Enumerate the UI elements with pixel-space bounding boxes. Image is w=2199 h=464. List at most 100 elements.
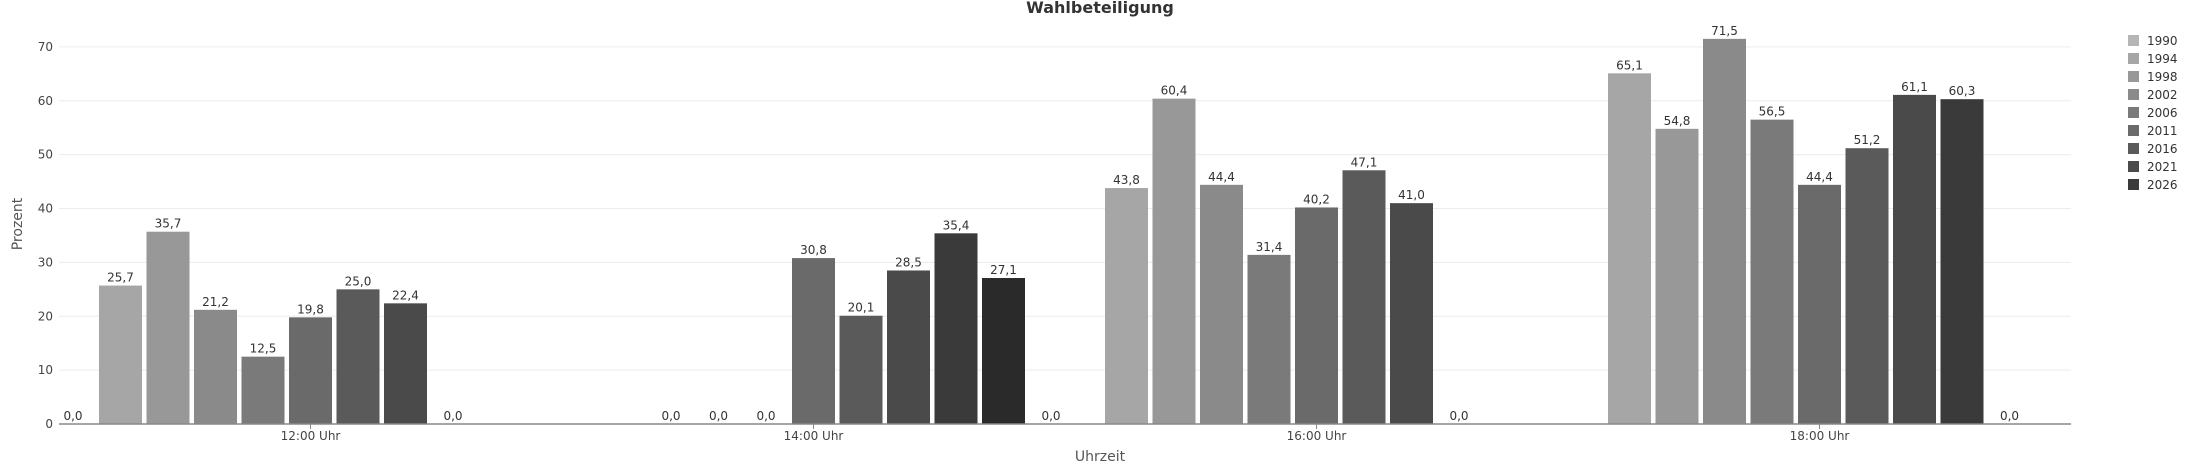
legend-swatch: [2128, 125, 2139, 136]
y-tick-label: 40: [38, 202, 53, 216]
bar[interactable]: [1703, 38, 1746, 424]
data-label: 0,0: [756, 409, 775, 423]
bar[interactable]: [99, 285, 142, 424]
legend-label: 1990: [2147, 34, 2178, 48]
bar[interactable]: [1200, 184, 1243, 424]
legend-item[interactable]: 2016: [2128, 142, 2178, 156]
bar[interactable]: [839, 315, 883, 424]
bar[interactable]: [194, 309, 237, 424]
legend-label: 2006: [2147, 106, 2178, 120]
data-label: 71,5: [1711, 24, 1738, 38]
bar[interactable]: [934, 233, 978, 424]
axes: 0 10 20 30 40 50 60 70 12:00 Uhr 14:00 Uhr 16:00 U…: [38, 40, 2071, 443]
data-label: 40,2: [1303, 192, 1330, 206]
x-axis-title: Uhrzeit: [1075, 449, 1126, 464]
bar[interactable]: [1893, 94, 1936, 424]
data-label: 0,0: [2000, 409, 2019, 423]
legend-swatch: [2128, 143, 2139, 154]
data-label: 44,4: [1806, 170, 1833, 184]
bar[interactable]: [1295, 207, 1338, 424]
bar[interactable]: [1152, 98, 1196, 425]
legend-item[interactable]: 2011: [2128, 124, 2178, 138]
y-tick-label: 10: [38, 363, 53, 377]
bar[interactable]: [1798, 184, 1841, 424]
data-label: 60,4: [1161, 84, 1188, 98]
data-label: 25,7: [107, 271, 134, 285]
legend: 1990 1994 1998 2002 2006 2011 2016 2021 2026: [2128, 34, 2178, 192]
data-label: 44,4: [1208, 170, 1235, 184]
data-label: 31,4: [1256, 240, 1283, 254]
bar[interactable]: [1342, 170, 1386, 424]
legend-swatch: [2128, 179, 2139, 190]
data-label: 12,5: [250, 342, 277, 356]
bar[interactable]: [1390, 203, 1433, 424]
data-label: 20,1: [848, 301, 875, 315]
data-label: 43,8: [1113, 173, 1140, 187]
bar[interactable]: [1655, 128, 1699, 424]
bar[interactable]: [1105, 188, 1148, 424]
bar[interactable]: [887, 270, 930, 424]
legend-label: 1994: [2147, 52, 2178, 66]
y-axis-title: Prozent: [10, 197, 26, 250]
data-label: 22,4: [392, 288, 419, 302]
bars: [99, 38, 1984, 425]
data-label: 56,5: [1759, 105, 1786, 119]
data-label: 51,2: [1854, 133, 1881, 147]
data-label: 25,0: [345, 274, 372, 288]
bar[interactable]: [146, 231, 190, 424]
legend-item[interactable]: 1994: [2128, 52, 2178, 66]
y-tick-label: 0: [45, 417, 53, 431]
bar[interactable]: [289, 317, 332, 424]
y-tick-label: 70: [38, 40, 53, 54]
legend-label: 2011: [2147, 124, 2178, 138]
legend-item[interactable]: 2002: [2128, 88, 2178, 102]
legend-item[interactable]: 2021: [2128, 160, 2178, 174]
bar[interactable]: [241, 356, 285, 424]
data-label: 60,3: [1949, 84, 1976, 98]
bar[interactable]: [982, 278, 1025, 424]
legend-label: 2026: [2147, 178, 2178, 192]
data-label: 0,0: [63, 409, 82, 423]
legend-item[interactable]: 1998: [2128, 70, 2178, 84]
x-tick-label: 18:00 Uhr: [1790, 429, 1850, 443]
data-label: 30,8: [800, 243, 827, 257]
data-label: 65,1: [1616, 58, 1643, 72]
legend-swatch: [2128, 107, 2139, 118]
bar[interactable]: [384, 303, 427, 424]
legend-label: 2021: [2147, 160, 2178, 174]
chart-title: Wahlbeteiligung: [1026, 0, 1174, 17]
data-label: 47,1: [1351, 155, 1378, 169]
legend-item[interactable]: 1990: [2128, 34, 2178, 48]
data-label: 0,0: [443, 409, 462, 423]
bar[interactable]: [336, 289, 380, 424]
bar[interactable]: [1750, 119, 1794, 425]
legend-label: 2002: [2147, 88, 2178, 102]
legend-swatch: [2128, 71, 2139, 82]
legend-swatch: [2128, 35, 2139, 46]
data-labels: 0,0 25,7 35,7 21,2 12,5 19,8 25,0 22,4 0,0 0,0 0,0…: [63, 24, 2019, 423]
y-tick-label: 60: [38, 94, 53, 108]
bar[interactable]: [792, 258, 835, 424]
data-label: 0,0: [661, 409, 680, 423]
data-label: 28,5: [895, 255, 922, 269]
data-label: 19,8: [297, 302, 324, 316]
bar[interactable]: [1247, 254, 1291, 424]
data-label: 27,1: [990, 263, 1017, 277]
bar[interactable]: [1940, 99, 1984, 425]
legend-item[interactable]: 2006: [2128, 106, 2178, 120]
legend-swatch: [2128, 161, 2139, 172]
x-tick-label: 14:00 Uhr: [784, 429, 844, 443]
legend-item[interactable]: 2026: [2128, 178, 2178, 192]
data-label: 61,1: [1901, 80, 1928, 94]
bar[interactable]: [1845, 148, 1889, 424]
bar[interactable]: [1608, 73, 1651, 424]
data-label: 54,8: [1664, 114, 1691, 128]
data-label: 0,0: [1041, 409, 1060, 423]
y-tick-label: 30: [38, 255, 53, 269]
legend-label: 1998: [2147, 70, 2178, 84]
x-tick-label: 16:00 Uhr: [1287, 429, 1347, 443]
y-tick-label: 20: [38, 309, 53, 323]
legend-swatch: [2128, 89, 2139, 100]
